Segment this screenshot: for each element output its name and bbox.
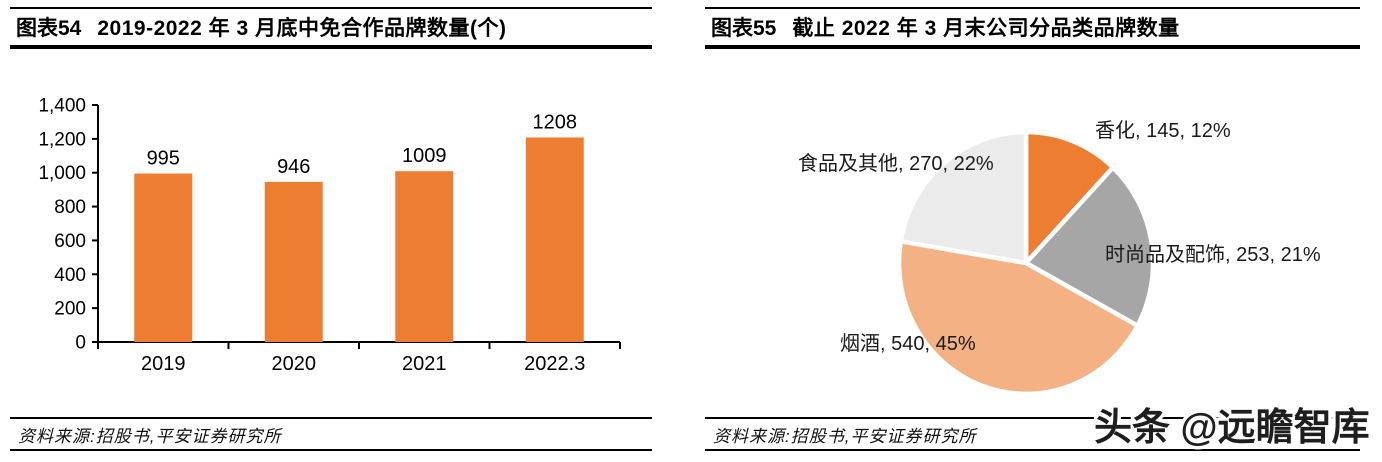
bar-value-label: 995 [147, 148, 180, 170]
pie-label-食品及其他: 食品及其他, 270, 22% [798, 152, 994, 175]
figure-55-source: 资料来源:招股书,平安证券研究所 [705, 417, 1360, 451]
pie-label-时尚品及配饰: 时尚品及配饰, 253, 21% [1105, 243, 1321, 266]
y-axis-tick-label: 400 [54, 265, 86, 286]
y-axis-tick-label: 1,000 [38, 163, 86, 184]
figure-55-tag: 图表55 [711, 17, 777, 40]
y-axis-tick-label: 200 [54, 299, 86, 320]
pie-slice-时尚品及配饰 [1023, 165, 1156, 328]
bar-2020 [264, 181, 323, 342]
bar-2022.3 [525, 137, 584, 342]
watermark-text: 头条 @远瞻智库 [1094, 407, 1370, 449]
figure-54-source-text: 资料来源:招股书,平安证券研究所 [18, 426, 282, 446]
figure-54-header: 图表54 2019-2022 年 3 月底中免合作品牌数量(个) [10, 7, 652, 49]
y-axis-tick-label: 0 [75, 333, 86, 354]
figure-54-tag: 图表54 [16, 17, 82, 40]
pie-chart-figure-55: 香化, 145, 12% 时尚品及配饰, 253, 21% 烟酒, 540, 45%… [798, 119, 1321, 397]
figure-55-title: 截止 2022 年 3 月末公司分品类品牌数量 [792, 17, 1180, 40]
pie-slice-烟酒 [896, 239, 1140, 397]
y-axis-tick-label: 1,200 [38, 129, 86, 150]
bar-value-label: 946 [277, 156, 310, 178]
bar-value-label: 1208 [533, 112, 578, 134]
bar-2021 [395, 171, 454, 342]
x-axis-category-label: 2021 [402, 353, 447, 375]
pie-slice-香化 [1023, 129, 1116, 266]
figure-54-source: 资料来源:招股书,平安证券研究所 [10, 417, 652, 451]
figure-54-title: 2019-2022 年 3 月底中免合作品牌数量(个) [97, 17, 507, 40]
pie-slice-食品及其他 [898, 129, 1029, 266]
y-axis-tick-label: 800 [54, 197, 86, 218]
pie-label-烟酒: 烟酒, 540, 45% [840, 332, 976, 355]
figure-55-header: 图表55 截止 2022 年 3 月末公司分品类品牌数量 [705, 7, 1360, 49]
x-axis-category-label: 2019 [141, 353, 186, 375]
y-axis-tick-label: 600 [54, 231, 86, 252]
watermark: 头条 @远瞻智库 [1091, 404, 1374, 453]
bar-value-label: 1009 [402, 145, 447, 167]
figure-55-source-text: 资料来源:招股书,平安证券研究所 [713, 426, 977, 446]
bar-chart-figure-54: 0 200 400 600 800 1,000 1,200 1,400 995 2019 946 20… [38, 96, 621, 375]
x-axis-category-label: 2022.3 [524, 353, 585, 375]
y-axis-tick-label: 1,400 [38, 96, 86, 117]
x-axis-category-label: 2020 [272, 353, 317, 375]
pie-label-香化: 香化, 145, 12% [1095, 119, 1231, 142]
bar-2019 [134, 173, 193, 342]
